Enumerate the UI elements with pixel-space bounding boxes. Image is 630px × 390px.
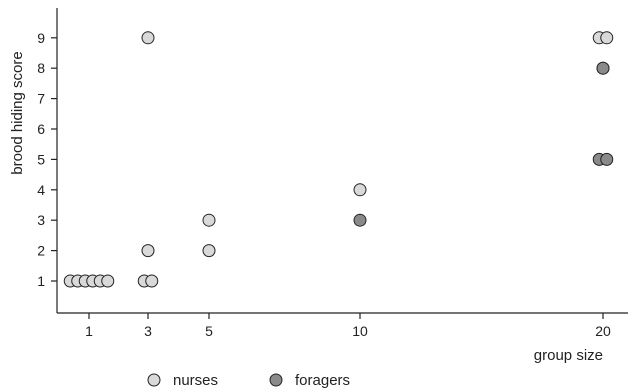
data-point-nurses: [141, 244, 155, 258]
y-tick-label: 3: [37, 212, 45, 228]
data-point-foragers: [353, 213, 367, 227]
data-point-foragers: [596, 61, 610, 75]
x-tick-label: 3: [144, 323, 152, 339]
data-point-nurses: [202, 213, 216, 227]
x-tick-label: 10: [352, 323, 368, 339]
y-tick-label: 7: [37, 91, 45, 107]
data-point-nurses: [600, 31, 614, 45]
x-ticks: 1 3 5 10 20: [85, 313, 611, 339]
y-tick-label: 5: [37, 151, 45, 167]
x-tick-label: 5: [205, 323, 213, 339]
axes: [56, 8, 628, 314]
y-tick-label: 1: [37, 273, 45, 289]
legend-label-foragers: foragers: [295, 372, 350, 389]
y-tick-label: 2: [37, 243, 45, 259]
y-tick-label: 4: [37, 182, 45, 198]
x-tick-label: 20: [595, 323, 611, 339]
data-point-nurses: [202, 244, 216, 258]
data-point-nurses: [141, 31, 155, 45]
legend-marker-nurses: [147, 373, 161, 387]
data-point-nurses: [101, 274, 115, 288]
y-ticks: 1 2 3 4 5 6 7 8 9: [37, 30, 57, 289]
data-point-nurses: [145, 274, 159, 288]
y-axis-title: brood hiding score: [9, 51, 26, 174]
x-tick-label: 1: [85, 323, 93, 339]
legend: nurses foragers: [147, 372, 350, 389]
y-tick-label: 8: [37, 60, 45, 76]
data-points: [63, 31, 614, 288]
y-tick-label: 6: [37, 121, 45, 137]
data-point-foragers: [600, 152, 614, 166]
legend-label-nurses: nurses: [173, 372, 218, 389]
data-point-nurses: [353, 183, 367, 197]
y-tick-label: 9: [37, 30, 45, 46]
legend-marker-foragers: [269, 373, 283, 387]
x-axis-title: group size: [534, 347, 603, 364]
